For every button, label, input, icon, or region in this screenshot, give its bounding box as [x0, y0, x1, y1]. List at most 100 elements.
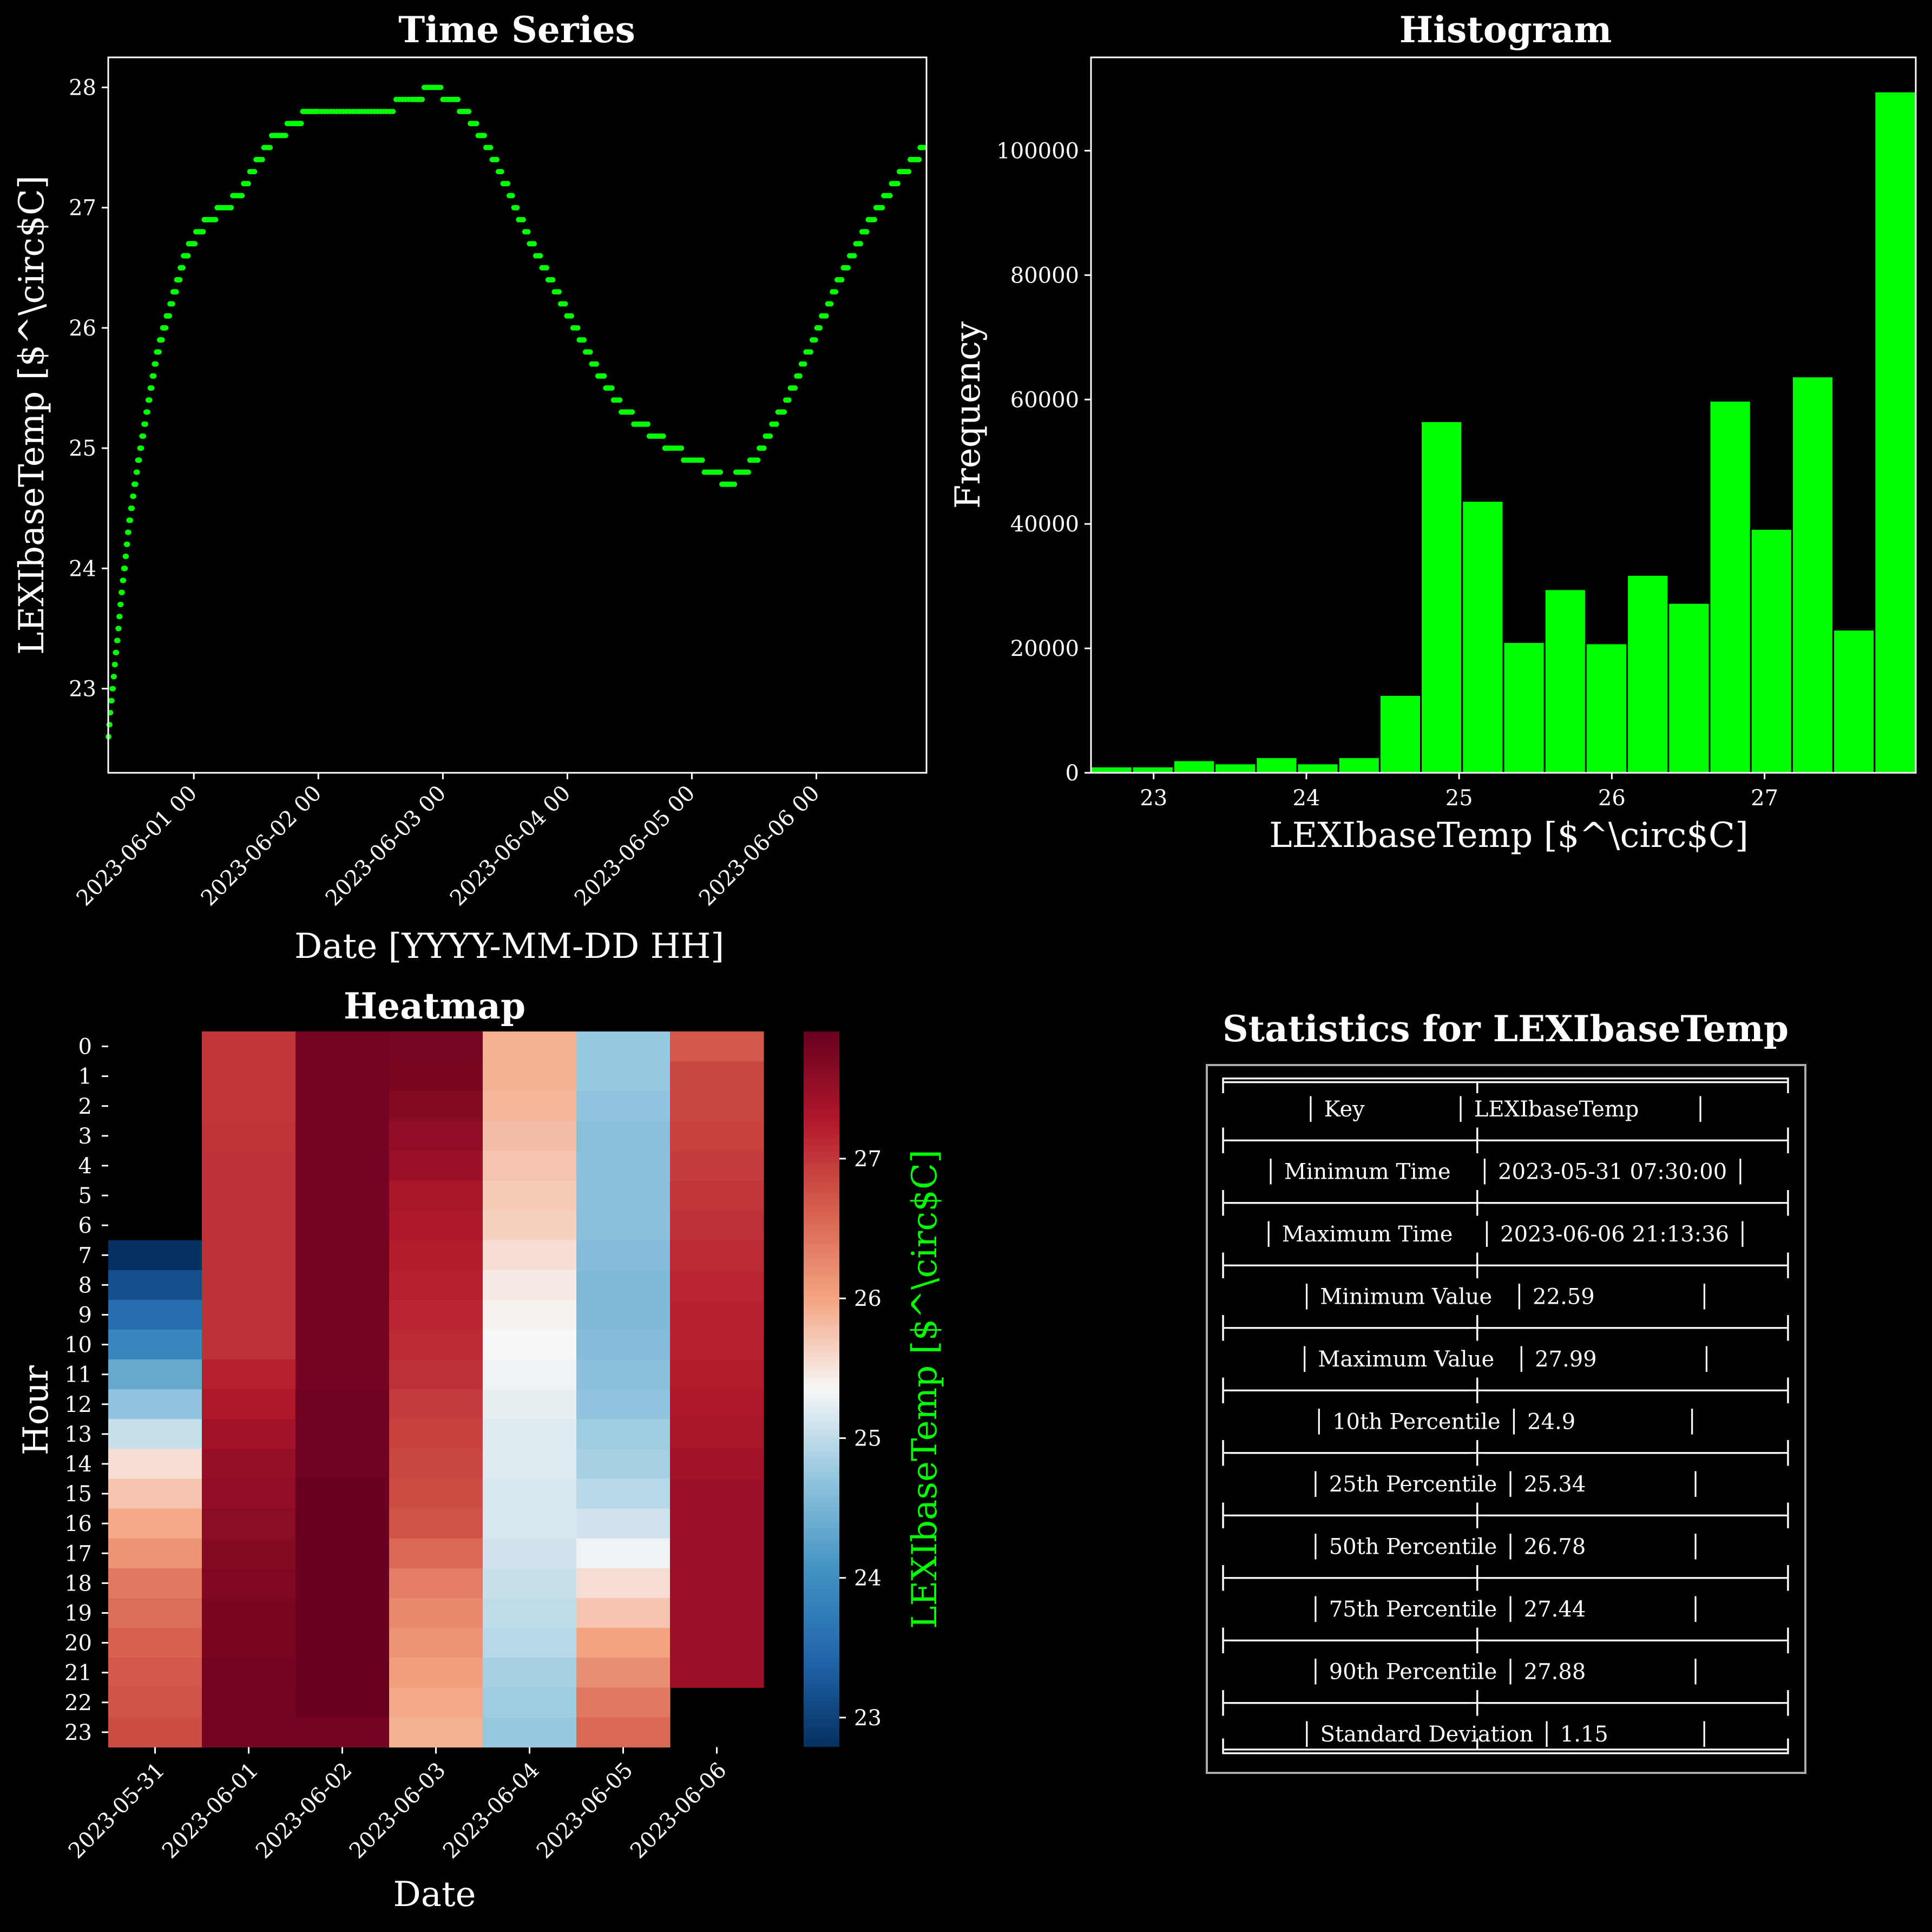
- heatmap-cell: [295, 1568, 390, 1599]
- time-series-point: [144, 409, 150, 415]
- colorbar-tick-label: 23: [854, 1706, 882, 1731]
- histogram-bar: [1750, 528, 1793, 774]
- colorbar-tick-label: 24: [854, 1566, 882, 1591]
- time-series-point: [833, 289, 838, 295]
- heatmap-cell: [670, 1508, 764, 1539]
- time-series-point: [645, 421, 650, 427]
- heatmap-cell: [576, 1628, 671, 1658]
- time-series-point: [587, 349, 593, 355]
- time-series-point: [141, 433, 147, 439]
- time-series-point: [298, 121, 304, 127]
- time-series-point: [134, 469, 140, 475]
- histogram-bar: [1667, 602, 1711, 774]
- heatmap-cell: [108, 1419, 202, 1449]
- heatmap-cell: [202, 1330, 296, 1360]
- time-series-point: [514, 205, 520, 211]
- time-series-x-tick-label: 2023-06-04 00: [445, 781, 576, 911]
- histogram-x-ticks: 23 24 25 26 27: [1140, 773, 1778, 811]
- heatmap-cell: [483, 1270, 577, 1300]
- time-series-point: [594, 361, 600, 367]
- heatmap-cell: [483, 1568, 577, 1599]
- heatmap-cell: [108, 1449, 202, 1480]
- histogram-bar: [1172, 759, 1216, 774]
- heatmap-cell: [670, 1598, 764, 1628]
- heatmap-y-tick-label: 2: [78, 1094, 92, 1119]
- heatmap-colorbar-label: LEXIbaseTemp [$^\circ$C]: [905, 1149, 945, 1629]
- table-row: │ Minimum Time │ 2023-05-31 07:30:00 │: [1264, 1159, 1747, 1185]
- time-series-y-tick-label: 26: [69, 316, 96, 341]
- time-series-point: [864, 229, 870, 235]
- heatmap-cell: [576, 1180, 671, 1211]
- heatmap-cell: [576, 1687, 671, 1718]
- table-bottom-border: ╘═════════════════╧═════════════════════…: [1216, 1738, 1795, 1764]
- heatmap-cell: [670, 1389, 764, 1420]
- heatmap-cell: [295, 1091, 390, 1121]
- histogram-y-tick-label: 20000: [1010, 636, 1079, 661]
- histogram-y-ticks: 0 20000 40000 60000 80000 100000: [996, 139, 1091, 786]
- histogram-bar: [1131, 766, 1174, 774]
- heatmap-cell: [576, 1121, 671, 1151]
- table-separator: ├─────────────────┼─────────────────────…: [1216, 1315, 1795, 1341]
- heatmap-cell: [202, 1687, 296, 1718]
- time-series-point: [609, 385, 615, 391]
- time-series-point: [509, 193, 515, 199]
- time-series-x-tick-label: 2023-06-06 00: [694, 781, 825, 911]
- histogram-bars: [1090, 90, 1917, 774]
- heatmap-cell: [202, 1478, 296, 1509]
- table-separator: ├─────────────────┼─────────────────────…: [1216, 1440, 1795, 1466]
- heatmap-cell: [389, 1180, 483, 1211]
- table-row: │ Standard Deviation │ 1.15 │: [1300, 1721, 1711, 1747]
- heatmap-cell: [670, 1151, 764, 1181]
- heatmap-cell: [670, 1031, 764, 1062]
- time-series-point: [871, 216, 877, 222]
- time-series-point: [143, 421, 148, 427]
- time-series-point: [817, 325, 823, 331]
- heatmap-cell: [483, 1091, 577, 1121]
- time-series-point: [180, 265, 186, 271]
- time-series-point: [525, 229, 531, 235]
- heatmap-cell: [295, 1240, 390, 1271]
- heatmap-cell: [483, 1598, 577, 1628]
- heatmap-cell: [202, 1449, 296, 1480]
- heatmap-cell: [108, 1240, 202, 1271]
- heatmap-cell: [389, 1568, 483, 1599]
- heatmap-cell: [576, 1210, 671, 1241]
- heatmap-y-tick-label: 22: [64, 1691, 92, 1716]
- time-series-point: [808, 349, 813, 355]
- heatmap-cell: [295, 1687, 390, 1718]
- heatmap-y-tick-label: 14: [64, 1452, 92, 1477]
- time-series-point: [122, 566, 128, 571]
- heatmap-cell: [670, 1628, 764, 1658]
- heatmap-cell: [670, 1121, 764, 1151]
- time-series-point: [601, 373, 607, 379]
- heatmap-cell: [670, 1270, 764, 1300]
- heatmap-y-tick-label: 19: [64, 1601, 92, 1626]
- heatmap-cell: [295, 1449, 390, 1480]
- heatmap-cell: [295, 1031, 390, 1062]
- histogram-bar: [1255, 756, 1298, 774]
- time-series-point: [494, 156, 500, 162]
- time-series-point: [438, 84, 444, 90]
- time-series-point: [121, 577, 127, 583]
- histogram-bar: [1296, 763, 1339, 774]
- heatmap-cell: [483, 1330, 577, 1360]
- heatmap-cell: [670, 1240, 764, 1271]
- table-row: │ 90th Percentile │ 27.88 │: [1309, 1659, 1702, 1685]
- time-series-frame: [107, 56, 928, 774]
- heatmap-cell: [389, 1598, 483, 1628]
- time-series-y-tick-label: 24: [69, 556, 96, 581]
- table-row: │ 75th Percentile │ 27.44 │: [1309, 1596, 1702, 1622]
- time-series-point: [109, 698, 115, 704]
- heatmap-cell: [483, 1031, 577, 1062]
- heatmap-title: Heatmap: [344, 985, 525, 1027]
- heatmap-cell: [202, 1151, 296, 1181]
- time-series-point: [419, 96, 425, 102]
- table-separator: ├─────────────────┼─────────────────────…: [1216, 1690, 1795, 1716]
- time-series-point: [131, 494, 136, 499]
- time-series-y-tick-label: 23: [69, 676, 96, 701]
- heatmap-cell: [576, 1031, 671, 1062]
- heatmap-cell: [670, 1330, 764, 1360]
- heatmap-y-tick-label: 15: [64, 1482, 92, 1507]
